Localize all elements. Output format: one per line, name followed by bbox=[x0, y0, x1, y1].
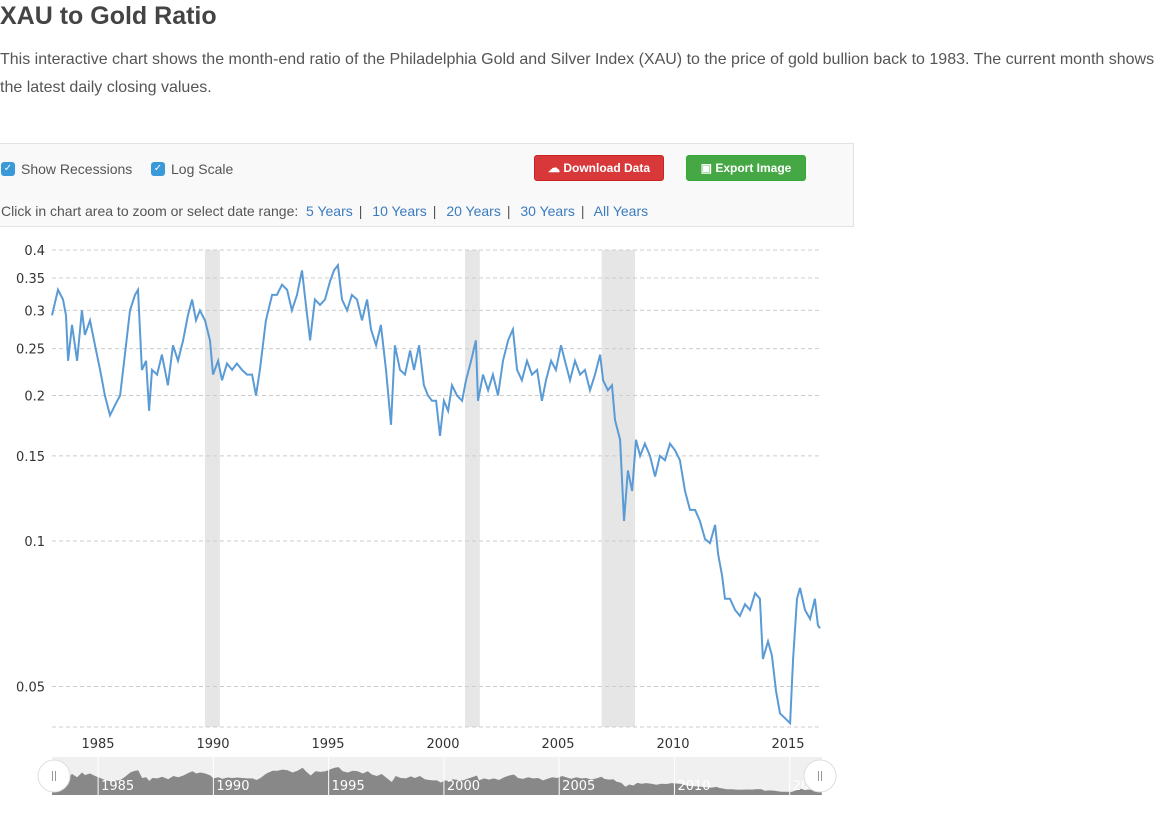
y-tick-label: 0.35 bbox=[16, 272, 45, 287]
export-image-label: Export Image bbox=[715, 161, 792, 175]
navigator-tick-label: 2000 bbox=[447, 779, 480, 794]
log-scale-label: Log Scale bbox=[171, 161, 234, 177]
x-tick-label: 1995 bbox=[311, 737, 344, 752]
ratio-line bbox=[51, 262, 821, 726]
range-5-years[interactable]: 5 Years bbox=[306, 203, 353, 219]
range-prompt: Click in chart area to zoom or select da… bbox=[1, 203, 299, 219]
y-tick-label: 0.4 bbox=[24, 244, 45, 259]
y-tick-label: 0.05 bbox=[16, 681, 45, 696]
x-tick-label: 2015 bbox=[771, 737, 804, 752]
checkmark-icon: ✓ bbox=[151, 162, 165, 176]
y-tick-label: 0.1 bbox=[24, 535, 45, 550]
chart-controls: ✓ Show Recessions ✓ Log Scale ☁ Download… bbox=[0, 143, 854, 227]
navigator-series bbox=[52, 767, 822, 795]
y-tick-label: 0.3 bbox=[24, 304, 45, 319]
range-20-years[interactable]: 20 Years bbox=[446, 203, 501, 219]
download-data-label: Download Data bbox=[563, 161, 650, 175]
log-scale-checkbox[interactable]: ✓ Log Scale bbox=[151, 161, 233, 177]
recession-band bbox=[601, 250, 636, 727]
image-icon: ▣ bbox=[700, 161, 716, 175]
navigator-tick-label: 1985 bbox=[101, 779, 134, 794]
recession-band bbox=[465, 250, 480, 727]
navigator-tick-label: 2005 bbox=[562, 779, 595, 794]
date-range-selector: Click in chart area to zoom or select da… bbox=[1, 203, 649, 219]
navigator-tick-label: 2010 bbox=[677, 779, 710, 794]
range-10-years[interactable]: 10 Years bbox=[372, 203, 427, 219]
x-tick-label: 2010 bbox=[656, 737, 689, 752]
range-30-years[interactable]: 30 Years bbox=[520, 203, 575, 219]
recession-band bbox=[204, 250, 220, 727]
checkmark-icon: ✓ bbox=[1, 162, 15, 176]
navigator-tick-label: 1995 bbox=[332, 779, 365, 794]
download-data-button[interactable]: ☁ Download Data bbox=[534, 155, 664, 181]
page-description: This interactive chart shows the month-e… bbox=[0, 51, 1155, 96]
navigator-tick-label: 1990 bbox=[216, 779, 249, 794]
x-tick-label: 2000 bbox=[426, 737, 459, 752]
export-image-button[interactable]: ▣ Export Image bbox=[686, 155, 806, 181]
y-tick-label: 0.2 bbox=[24, 390, 45, 405]
x-tick-label: 1990 bbox=[196, 737, 229, 752]
page-title: XAU to Gold Ratio bbox=[0, 2, 217, 30]
x-tick-label: 2005 bbox=[541, 737, 574, 752]
y-tick-label: 0.15 bbox=[16, 450, 45, 465]
range-all-years[interactable]: All Years bbox=[593, 203, 649, 219]
show-recessions-label: Show Recessions bbox=[21, 161, 133, 177]
x-tick-label: 1985 bbox=[81, 737, 114, 752]
show-recessions-checkbox[interactable]: ✓ Show Recessions bbox=[1, 161, 132, 177]
navigator-handle-right[interactable] bbox=[803, 759, 837, 793]
cloud-download-icon: ☁ bbox=[547, 161, 564, 175]
y-tick-label: 0.25 bbox=[16, 343, 45, 358]
navigator-handle-left[interactable] bbox=[37, 759, 71, 793]
